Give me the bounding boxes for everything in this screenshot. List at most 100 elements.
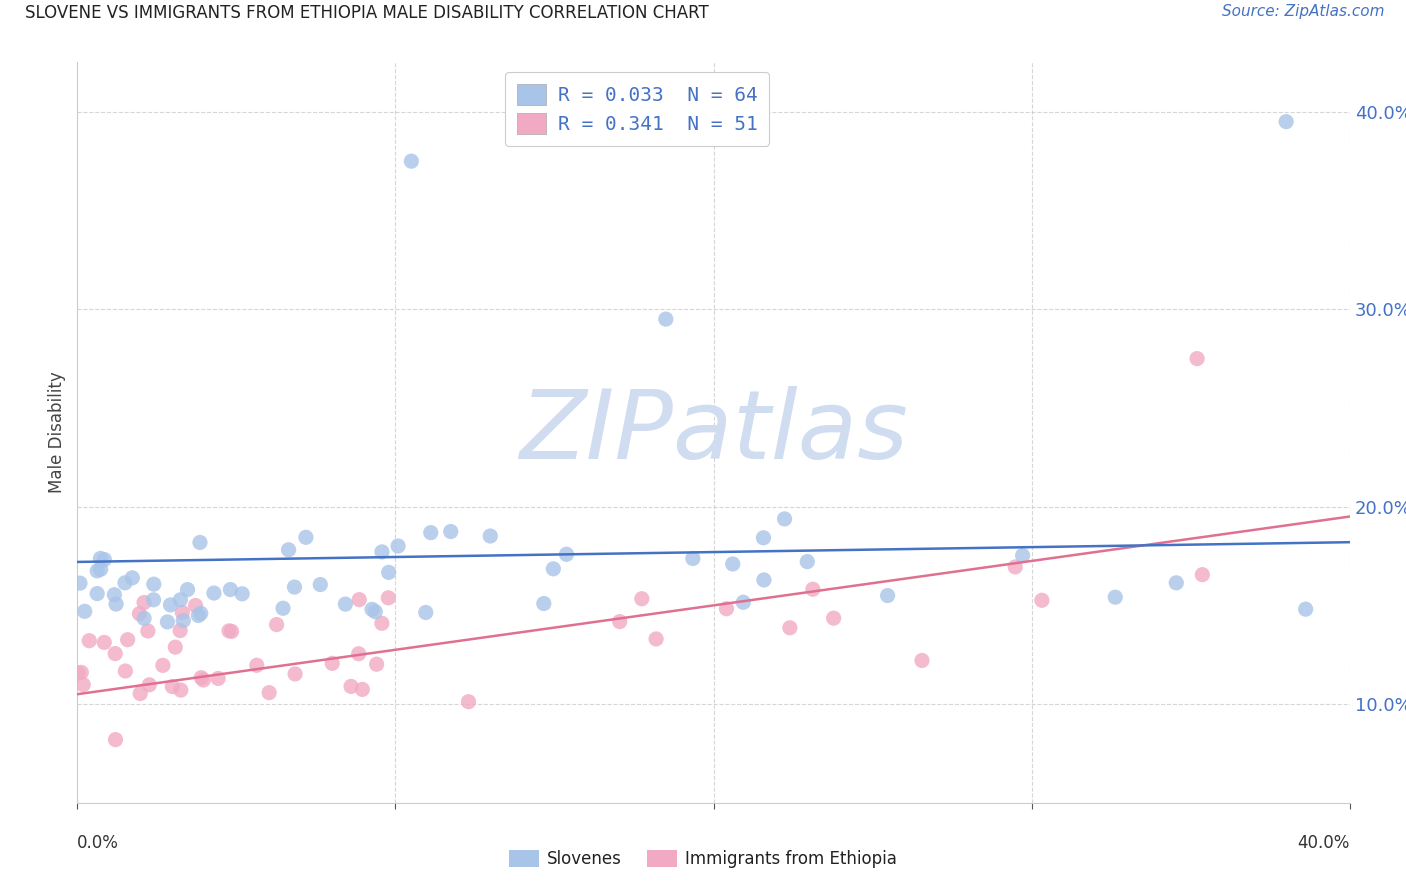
Point bbox=[105, 597, 128, 611]
Point bbox=[533, 597, 555, 611]
Point bbox=[876, 589, 898, 603]
Point bbox=[1275, 114, 1298, 128]
Point bbox=[104, 647, 127, 661]
Point bbox=[221, 624, 243, 639]
Point bbox=[1191, 567, 1213, 582]
Point bbox=[219, 582, 242, 597]
Point bbox=[169, 592, 191, 607]
Point bbox=[90, 562, 112, 576]
Point bbox=[555, 547, 578, 561]
Point bbox=[773, 512, 796, 526]
Point bbox=[136, 624, 159, 638]
Point bbox=[170, 683, 193, 698]
Point bbox=[176, 582, 198, 597]
Point bbox=[401, 154, 423, 169]
Point bbox=[132, 595, 155, 609]
Point bbox=[172, 614, 194, 628]
Point bbox=[387, 539, 409, 553]
Point bbox=[823, 611, 845, 625]
Point bbox=[419, 525, 441, 540]
Point bbox=[184, 599, 207, 613]
Point bbox=[371, 616, 394, 631]
Point bbox=[283, 580, 305, 594]
Point bbox=[188, 535, 211, 549]
Point bbox=[77, 633, 100, 648]
Point bbox=[721, 557, 744, 571]
Point bbox=[479, 529, 502, 543]
Point bbox=[72, 678, 94, 692]
Point bbox=[266, 617, 288, 632]
Point bbox=[231, 587, 253, 601]
Point bbox=[69, 576, 91, 591]
Point bbox=[364, 605, 387, 619]
Point bbox=[309, 577, 332, 591]
Point bbox=[295, 530, 318, 544]
Point bbox=[138, 678, 160, 692]
Point bbox=[67, 666, 90, 681]
Point bbox=[352, 682, 374, 697]
Point bbox=[347, 647, 370, 661]
Point bbox=[284, 667, 307, 681]
Point bbox=[752, 531, 775, 545]
Point bbox=[645, 632, 668, 646]
Point bbox=[377, 591, 399, 605]
Point bbox=[114, 664, 136, 678]
Point bbox=[779, 621, 801, 635]
Point bbox=[733, 595, 755, 609]
Point bbox=[682, 551, 704, 566]
Point bbox=[190, 607, 212, 621]
Point bbox=[415, 606, 437, 620]
Point bbox=[371, 545, 394, 559]
Point bbox=[73, 604, 96, 618]
Point bbox=[172, 606, 194, 620]
Legend: Slovenes, Immigrants from Ethiopia: Slovenes, Immigrants from Ethiopia bbox=[502, 843, 904, 875]
Point bbox=[796, 555, 818, 569]
Point bbox=[609, 615, 631, 629]
Point bbox=[86, 564, 108, 578]
Point bbox=[128, 607, 150, 621]
Point bbox=[142, 592, 165, 607]
Point bbox=[207, 672, 229, 686]
Point bbox=[366, 657, 388, 672]
Point bbox=[340, 680, 363, 694]
Point bbox=[169, 624, 191, 638]
Point bbox=[129, 687, 152, 701]
Point bbox=[1004, 812, 1026, 826]
Point bbox=[114, 575, 136, 590]
Point bbox=[159, 598, 181, 612]
Point bbox=[162, 680, 184, 694]
Point bbox=[193, 673, 215, 687]
Point bbox=[89, 551, 111, 566]
Point bbox=[1295, 602, 1317, 616]
Point bbox=[246, 658, 269, 673]
Text: 0.0%: 0.0% bbox=[77, 834, 120, 852]
Point bbox=[93, 552, 115, 566]
Point bbox=[1166, 575, 1188, 590]
Point bbox=[86, 586, 108, 600]
Point bbox=[103, 588, 125, 602]
Y-axis label: Male Disability: Male Disability bbox=[48, 372, 66, 493]
Point bbox=[1185, 351, 1208, 366]
Point bbox=[377, 566, 399, 580]
Point bbox=[1104, 590, 1126, 604]
Point bbox=[152, 658, 174, 673]
Point bbox=[1031, 593, 1053, 607]
Point bbox=[132, 611, 155, 625]
Point bbox=[655, 312, 678, 326]
Point bbox=[752, 573, 775, 587]
Point bbox=[104, 732, 127, 747]
Point bbox=[121, 571, 143, 585]
Point bbox=[117, 632, 139, 647]
Point bbox=[218, 624, 240, 638]
Text: Source: ZipAtlas.com: Source: ZipAtlas.com bbox=[1222, 4, 1385, 20]
Text: 40.0%: 40.0% bbox=[1298, 834, 1350, 852]
Point bbox=[277, 542, 299, 557]
Point bbox=[440, 524, 463, 539]
Point bbox=[630, 591, 652, 606]
Point bbox=[941, 815, 963, 830]
Point bbox=[165, 640, 187, 655]
Text: ZIPatlas: ZIPatlas bbox=[519, 386, 908, 479]
Point bbox=[716, 601, 738, 615]
Point bbox=[911, 653, 934, 667]
Legend: R = 0.033  N = 64, R = 0.341  N = 51: R = 0.033 N = 64, R = 0.341 N = 51 bbox=[505, 72, 769, 145]
